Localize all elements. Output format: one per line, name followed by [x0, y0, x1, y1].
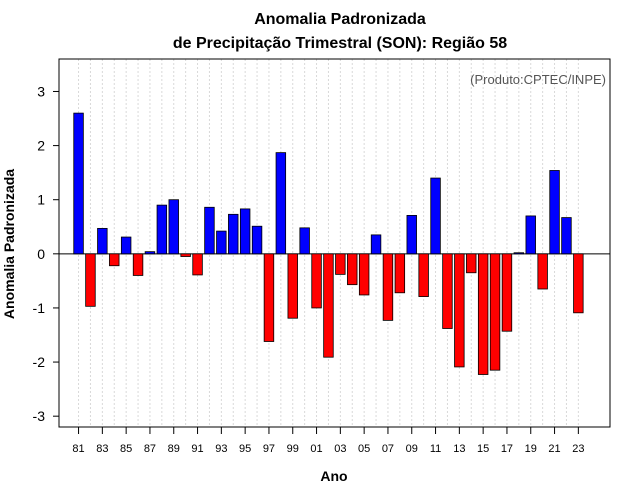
bar-2007 — [382, 253, 394, 321]
bar-1989 — [168, 199, 179, 255]
bar-2005 — [358, 253, 370, 296]
bar-2010 — [418, 253, 429, 297]
bar-1993 — [216, 230, 227, 255]
x-tick-label: 87 — [144, 443, 156, 455]
bar-1986 — [132, 253, 144, 276]
x-tick-label: 23 — [572, 443, 584, 455]
bar-1988 — [156, 204, 168, 255]
bar-2019 — [525, 215, 536, 255]
bar-2008 — [394, 253, 406, 294]
x-tick-label: 01 — [310, 443, 322, 455]
bar-2023 — [573, 253, 584, 314]
bar-2003 — [335, 253, 346, 275]
x-tick-label: 95 — [239, 443, 251, 455]
credit-annotation: (Produto:CPTEC/INPE) — [470, 72, 606, 87]
x-tick-label: 13 — [453, 443, 465, 455]
bar-2020 — [537, 253, 548, 290]
x-tick-label: 97 — [263, 443, 275, 455]
x-tick-label: 11 — [430, 443, 441, 455]
bar-1992 — [204, 206, 215, 255]
bar-2006 — [370, 234, 382, 255]
bar-2017 — [501, 253, 513, 332]
x-tick-label: 83 — [96, 443, 108, 455]
x-tick-label: 91 — [191, 443, 203, 455]
x-tick-label: 05 — [358, 443, 370, 455]
bar-1991 — [192, 253, 203, 276]
y-tick-label: -3 — [33, 408, 46, 424]
bar-2018 — [513, 252, 525, 255]
bar-1994 — [228, 213, 239, 255]
y-tick-label: -1 — [33, 300, 46, 316]
bar-2009 — [406, 214, 417, 255]
bar-2016 — [489, 253, 501, 371]
plot-frame — [58, 58, 611, 428]
x-tick-label: 81 — [72, 443, 84, 455]
x-axis-label: Ano — [320, 468, 347, 484]
bar-1982 — [85, 253, 96, 307]
bar-2013 — [454, 253, 465, 368]
bar-1998 — [275, 152, 287, 255]
x-axis: 81 83 85 87 89 91 93 95 97 99 01 03 05 07 09 11 13 15 17 19… — [72, 427, 584, 455]
bar-1996 — [251, 225, 263, 255]
bar-1995 — [239, 208, 251, 255]
bar-1985 — [120, 236, 132, 255]
y-tick-label: 0 — [37, 246, 45, 262]
x-tick-label: 15 — [477, 443, 489, 455]
x-tick-label: 03 — [334, 443, 346, 455]
bar-1981 — [73, 112, 84, 255]
bar-2001 — [311, 253, 322, 309]
bar-1999 — [287, 253, 298, 319]
bar-1997 — [263, 253, 275, 342]
bar-2015 — [477, 253, 489, 375]
x-tick-label: 21 — [548, 443, 560, 455]
x-tick-label: 19 — [525, 443, 537, 455]
chart-subtitle: de Precipitação Trimestral (SON): Região… — [173, 35, 507, 52]
bar-2014 — [466, 253, 477, 274]
bar-2012 — [442, 253, 453, 329]
bar-2000 — [299, 227, 310, 255]
x-tick-label: 09 — [406, 443, 418, 455]
bar-2022 — [561, 217, 572, 255]
y-tick-label: 3 — [37, 83, 45, 99]
bar-2004 — [347, 253, 358, 286]
bar-2021 — [549, 170, 560, 255]
bar-2011 — [430, 177, 441, 255]
bars — [73, 112, 584, 375]
y-axis: -3 -2 -1 0 1 2 3 — [33, 83, 59, 424]
bar-1983 — [97, 227, 108, 255]
chart-title: Anomalia Padronizada — [254, 11, 426, 28]
vertical-gridlines — [78, 59, 579, 427]
x-tick-label: 89 — [168, 443, 180, 455]
x-tick-label: 85 — [120, 443, 132, 455]
bar-2002 — [323, 253, 334, 358]
bar-1984 — [109, 253, 120, 267]
y-tick-label: 1 — [37, 192, 45, 208]
y-tick-label: 2 — [37, 138, 45, 154]
x-tick-label: 17 — [501, 443, 513, 455]
y-axis-label: Anomalia Padronizada — [1, 169, 17, 319]
x-tick-label: 93 — [215, 443, 227, 455]
bar-1987 — [144, 251, 156, 255]
x-tick-label: 07 — [382, 443, 394, 455]
y-tick-label: -2 — [33, 354, 46, 370]
bar-1990 — [180, 253, 191, 257]
x-tick-label: 99 — [287, 443, 299, 455]
